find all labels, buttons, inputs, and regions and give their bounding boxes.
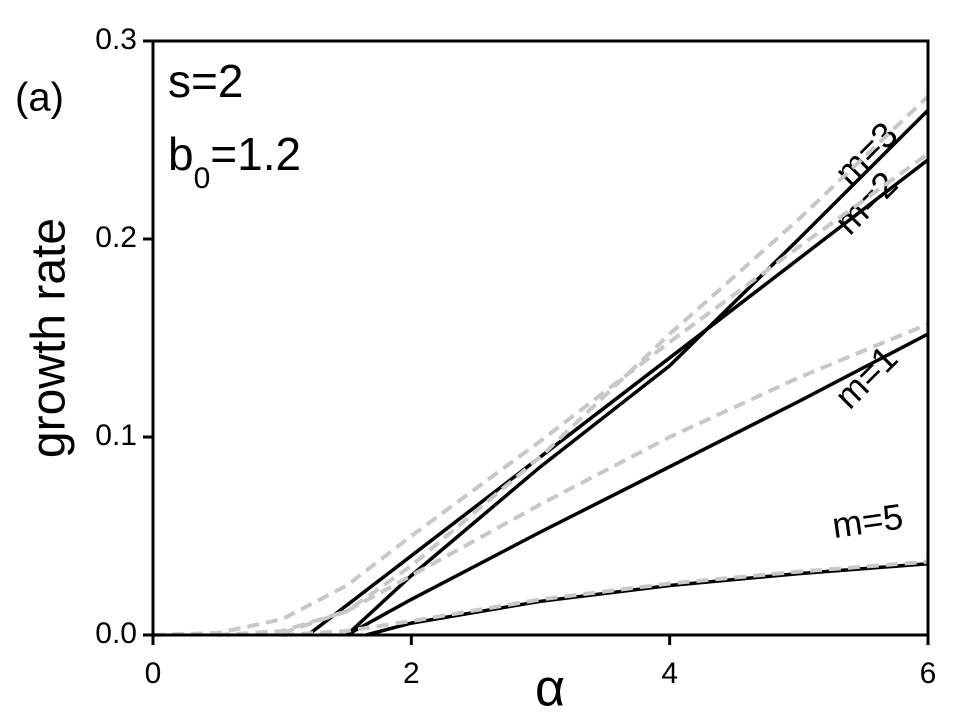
y-tick-label: 0.2 — [95, 221, 137, 254]
annotation: s=2 — [168, 55, 243, 107]
y-tick-label: 0.1 — [95, 419, 137, 452]
parameter-value: =1.2 — [210, 128, 301, 180]
y-tick-label: 0.0 — [95, 617, 137, 650]
parameter: b0=1.2 — [168, 128, 301, 195]
x-tick-label: 4 — [661, 657, 678, 690]
solid-line — [345, 109, 930, 637]
panel-label: (a) — [15, 76, 64, 120]
solid-line — [306, 158, 930, 637]
plot-frame — [151, 39, 930, 637]
dashed-line — [152, 152, 930, 637]
dashed-line — [282, 559, 929, 637]
x-tick-label: 2 — [403, 657, 420, 690]
solid-line — [365, 561, 929, 637]
y-tick-label: 0.3 — [95, 23, 137, 56]
parameter-subscript: 0 — [194, 162, 211, 195]
y-axis-label: growth rate — [23, 218, 76, 458]
x-tick-label: 0 — [145, 657, 162, 690]
solid-line — [345, 332, 929, 637]
dashed-line — [281, 94, 930, 635]
x-axis-label: α — [535, 660, 565, 718]
line-label: m=5 — [830, 496, 906, 546]
dashed-line — [217, 322, 929, 637]
parameter-symbol: b — [168, 128, 194, 180]
x-tick-label: 6 — [920, 657, 937, 690]
